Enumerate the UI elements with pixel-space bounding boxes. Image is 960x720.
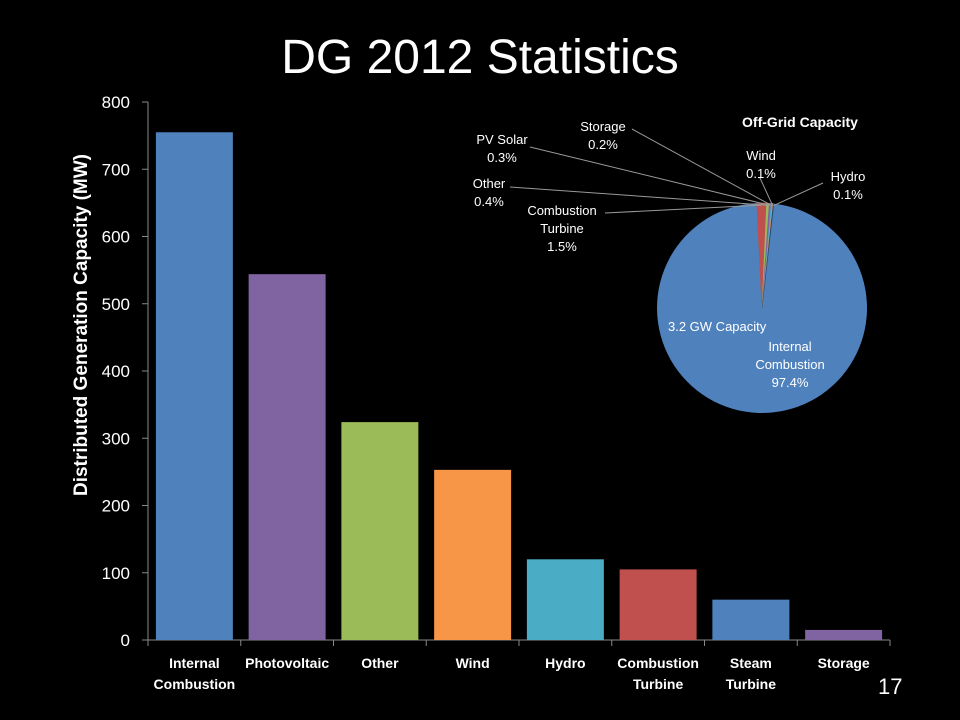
x-axis-ticks xyxy=(147,640,891,646)
pie-label: Storage 0.2% xyxy=(580,119,626,152)
y-tick-label: 700 xyxy=(102,160,130,179)
pie-label: Hydro 0.1% xyxy=(831,169,866,202)
bar-chart: 0 100 200 300 400 500 600 700 800 Internal Combus… xyxy=(71,93,891,692)
bar-storage xyxy=(805,629,883,640)
x-tick-label: Wind xyxy=(456,655,490,671)
x-tick-label: Storage xyxy=(818,655,870,671)
y-tick-label: 300 xyxy=(102,429,130,448)
y-tick-label: 800 xyxy=(102,93,130,112)
y-tick-label: 500 xyxy=(102,295,130,314)
x-tick-label: Other xyxy=(361,655,399,671)
y-tick-label: 0 xyxy=(121,631,130,650)
x-tick-label: Combustion Turbine xyxy=(617,655,699,692)
bar-hydro xyxy=(526,559,604,640)
pie-leader-line xyxy=(604,204,762,214)
y-axis-label: Distributed Generation Capacity (MW) xyxy=(71,154,92,496)
pie-title: Off-Grid Capacity xyxy=(742,114,858,130)
x-tick-label: Steam Turbine xyxy=(726,655,777,692)
pie-label: Internal Combustion 97.4% xyxy=(755,339,824,390)
bars xyxy=(155,132,883,640)
pie-label: Wind 0.1% xyxy=(746,148,776,181)
y-tick-label: 100 xyxy=(102,564,130,583)
bar-other xyxy=(341,422,419,640)
bar-internal-combustion xyxy=(155,132,233,640)
x-tick-label: Hydro xyxy=(545,655,585,671)
page-number: 17 xyxy=(878,674,903,699)
pie-leader-line xyxy=(529,146,771,206)
pie-label: Combustion Turbine 1.5% xyxy=(527,203,596,254)
pie-label: Other 0.4% xyxy=(473,176,506,209)
pie-leader-line xyxy=(759,177,774,206)
bar-combustion-turbine xyxy=(619,569,697,640)
pie-slices xyxy=(657,202,868,413)
x-tick-label: Internal Combustion xyxy=(154,655,236,692)
y-axis-ticks: 0 100 200 300 400 500 600 700 800 xyxy=(102,93,148,650)
y-tick-label: 400 xyxy=(102,362,130,381)
x-tick-label: Photovoltaic xyxy=(245,655,329,671)
pie-label: PV Solar 0.3% xyxy=(476,132,528,165)
pie-leader-line xyxy=(509,186,768,206)
pie-leader-line xyxy=(631,128,772,206)
bar-photovoltaic xyxy=(248,274,326,640)
y-tick-label: 200 xyxy=(102,497,130,516)
y-tick-label: 600 xyxy=(102,228,130,247)
pie-slice-hydro xyxy=(761,203,775,309)
bar-steam-turbine xyxy=(712,599,790,640)
pie-capacity-note: 3.2 GW Capacity xyxy=(668,319,767,334)
x-axis-labels: Internal Combustion Photovoltaic Other Wind H… xyxy=(154,655,870,692)
pie-labels: Internal Combustion 97.4% Combustion Turbine… xyxy=(473,119,866,390)
pie-leader-line xyxy=(773,182,824,207)
slide-title: DG 2012 Statistics xyxy=(281,31,679,84)
bar-wind xyxy=(434,469,512,640)
pie-chart: Off-Grid Capacity Internal Combustion 97.4… xyxy=(473,114,868,413)
pie-slice-internal-combustion xyxy=(657,203,868,413)
pie-leader-lines xyxy=(509,128,824,214)
